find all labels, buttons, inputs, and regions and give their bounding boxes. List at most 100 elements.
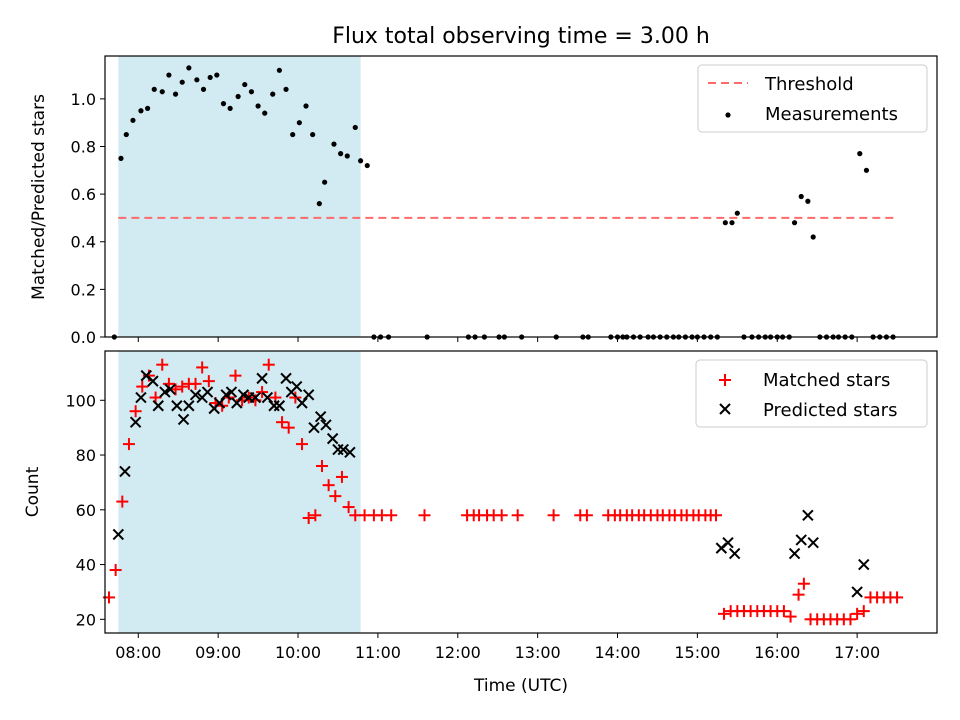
matched-star-point <box>315 459 328 472</box>
matched-star-point <box>844 613 857 626</box>
measurement-point <box>151 86 157 92</box>
predicted-star-point <box>249 391 262 404</box>
predicted-star-point <box>326 432 339 445</box>
top-axes-frame <box>104 55 938 338</box>
measurement-point <box>810 234 816 240</box>
predicted-star-point <box>788 547 801 560</box>
x-tick-label: 13:00 <box>515 643 561 662</box>
x-tick-label: 17:00 <box>834 643 880 662</box>
top-legend-box <box>697 64 928 133</box>
top-panel: 0.0 0.2 0.4 0.6 0.8 1.0 Matched/Predicted sta… <box>29 55 938 347</box>
predicted-star-point <box>213 397 226 409</box>
matched-star-point <box>276 416 289 429</box>
predicted-star-point <box>302 389 315 401</box>
matched-star-point <box>262 358 275 371</box>
measurement-point <box>729 220 735 226</box>
predicted-star-point <box>112 528 125 541</box>
x-tick-label: 16:00 <box>754 643 800 662</box>
predicted-star-point <box>231 397 243 409</box>
predicted-star-point <box>225 386 238 398</box>
measurement-point <box>159 89 165 95</box>
x-axis-label: Time (UTC) <box>473 676 568 696</box>
measurement-point <box>338 151 344 157</box>
predicted-star-point <box>858 558 870 571</box>
top-legend: Threshold Measurements <box>697 64 928 133</box>
matched-star-point <box>129 405 142 418</box>
top-plot-area <box>111 56 898 340</box>
matched-star-point <box>289 391 302 404</box>
y-tick-label: 0.8 <box>71 137 96 156</box>
measurement-point <box>262 110 268 116</box>
matched-star-point <box>342 501 355 514</box>
measurement-point <box>863 167 870 173</box>
measurement-point <box>290 131 296 138</box>
predicted-star-point <box>152 400 164 412</box>
matched-star-point <box>329 490 342 503</box>
matched-star-point <box>202 375 215 388</box>
matched-star-point <box>136 380 149 393</box>
y-tick-label: 0.0 <box>71 328 96 347</box>
legend-measurements-marker <box>725 112 731 118</box>
measurement-point <box>186 65 192 71</box>
matched-star-point <box>547 509 560 522</box>
measurement-point <box>791 220 798 226</box>
bottom-y-axis: 20 40 60 80 100 <box>65 391 105 629</box>
measurement-point <box>138 108 144 114</box>
matched-star-point <box>580 509 593 522</box>
matched-star-point <box>156 358 169 371</box>
predicted-star-point <box>280 372 292 385</box>
figure-title: Flux total observing time = 3.00 h <box>332 24 710 49</box>
predicted-star-point <box>256 372 268 385</box>
predicted-star-point <box>296 397 308 409</box>
legend-threshold-label: Threshold <box>764 74 854 95</box>
bottom-plot-area <box>102 351 904 633</box>
measurement-point <box>331 141 337 147</box>
matched-star-point <box>891 591 904 604</box>
predicted-star-point <box>851 586 863 598</box>
matched-star-point <box>495 509 508 522</box>
matched-star-point <box>116 495 129 508</box>
measurement-point <box>179 79 185 85</box>
matched-star-point <box>511 509 524 522</box>
measurement-point <box>172 91 179 97</box>
measurement-point <box>296 120 302 126</box>
x-tick-label: 10:00 <box>275 643 321 662</box>
measurement-point <box>357 158 364 164</box>
matched-star-point <box>418 509 431 522</box>
measurement-point <box>352 124 358 131</box>
matched-star-point <box>149 391 162 404</box>
bottom-y-axis-label: Count <box>23 466 43 517</box>
observing-window <box>118 56 361 337</box>
matched-star-point <box>792 588 805 601</box>
predicted-star-point <box>314 411 327 423</box>
matched-star-point <box>335 470 348 483</box>
predicted-star-point <box>177 413 190 426</box>
matched-star-point <box>718 607 731 620</box>
predicted-star-point <box>189 389 202 401</box>
predicted-star-point <box>164 383 176 396</box>
y-tick-label: 40 <box>76 556 96 575</box>
bottom-axes-frame <box>104 350 938 634</box>
matched-star-point <box>710 509 723 522</box>
matched-star-point <box>296 438 309 451</box>
bottom-x-axis: 08:00 09:00 10:00 11:00 12:00 13:00 14:00 15:00… <box>115 633 880 662</box>
y-tick-label: 1.0 <box>71 90 96 109</box>
measurement-point <box>805 198 811 204</box>
x-tick-label: 12:00 <box>435 643 481 662</box>
matched-star-point <box>282 421 295 434</box>
predicted-star-point <box>308 421 320 434</box>
matched-star-point <box>176 380 189 393</box>
y-tick-label: 0.2 <box>71 280 96 299</box>
top-y-axis-label: Matched/Predicted stars <box>29 94 49 300</box>
legend-matched-marker <box>719 374 731 386</box>
matched-star-point <box>797 577 810 590</box>
measurement-point <box>194 77 200 83</box>
bottom-legend-box <box>695 359 928 428</box>
y-tick-label: 20 <box>76 610 96 629</box>
matched-star-point <box>385 509 398 522</box>
measurement-point <box>722 220 728 226</box>
series-predicted-stars <box>112 369 870 598</box>
matched-star-point <box>784 610 797 623</box>
predicted-star-point <box>807 536 819 549</box>
